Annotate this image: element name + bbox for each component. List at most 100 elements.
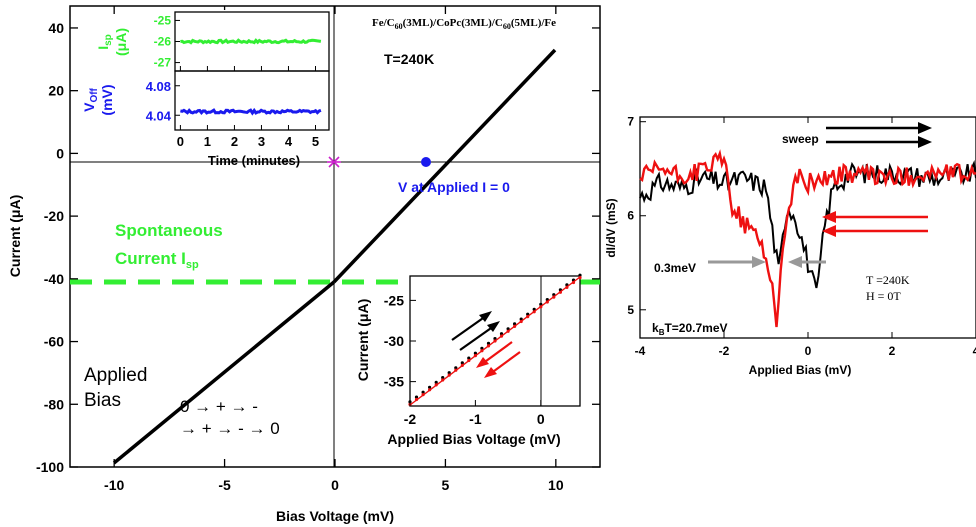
time-x-tick-label: 2 [231,134,238,149]
main-x-tick-label: 5 [442,477,450,493]
zoom-forward-point [467,356,471,360]
isp-y-tick-label: -26 [154,35,172,49]
didv-y-ticks: 5 6 7 [627,115,646,317]
didv-field-label: H = 0T [866,289,901,303]
didv-y-tick-label: 5 [627,303,634,317]
gap-arrows [708,256,826,268]
time-inset-top-y-ticks: -25 -26 -27 [154,13,180,70]
sweep-arrows-forward [826,122,932,148]
main-x-label: Bias Voltage (mV) [276,508,394,524]
didv-y-label: dI/dV (mS) [604,198,618,257]
zoom-y-label: Current (μA) [355,299,371,381]
isp-trace [180,38,322,45]
zoom-forward-point [480,346,484,350]
zoom-forward-point [447,371,451,375]
main-y-tick-label: -40 [44,271,64,287]
zoom-forward-point [499,332,504,336]
applied-label-1: Applied [84,365,147,386]
gap-label: 0.3meV [654,261,696,275]
main-x-ticks: -10 -5 0 5 10 [104,6,564,493]
didv-x-tick-label: 4 [973,344,976,358]
spontaneous-label-2-main: Current I [115,249,186,268]
didv-y-tick-label: 6 [627,209,634,223]
voff-y-label: VOff [81,87,100,111]
didv-y-tick-label: 7 [627,115,634,129]
temperature-label: T=240K [384,51,434,67]
zero-current-label: V at Applied I = 0 [398,179,510,195]
zoom-forward-point [441,376,445,380]
applied-bias-line-upper [332,48,557,284]
time-x-tick-label: 3 [258,134,265,149]
time-inset-x-ticks: 0 1 2 3 4 5 [177,66,319,149]
origin-marker [327,156,341,168]
isp-y-tick-label: -27 [154,56,172,70]
time-inset-bottom-frame [174,70,330,131]
main-x-tick-label: 0 [331,477,339,493]
spontaneous-label-2-sub: sp [186,259,199,271]
zoom-forward-point [506,327,510,331]
isp-y-tick-label: -25 [154,13,172,27]
didv-temp-label: T =240K [866,273,910,287]
isp-y-label: Isp [95,34,114,50]
sample-label: Fe/C60(3ML)/CoPc(3ML)/C60(5ML)/Fe [372,17,556,31]
didv-frame [639,116,976,339]
zoom-forward-point [486,341,491,345]
sweep-label: sweep [782,132,819,146]
zoom-sweep-arrows [451,311,521,378]
zoom-inset: -2 -1 0 -25 -30 -35 Applied Bias Voltage (mV… [355,273,582,447]
sequence-label-1: 0 → + → - [180,397,258,416]
main-x-tick-label: 10 [548,477,564,493]
main-x-tick-label: -10 [104,477,124,493]
voff-y-tick-label: 4.08 [146,79,171,94]
main-y-tick-label: 40 [48,20,64,36]
zoom-y-tick-label: -30 [384,333,404,349]
main-y-label: Current (μA) [7,195,23,277]
zoom-y-ticks: -25 -30 -35 [384,292,416,390]
time-x-tick-label: 0 [177,134,184,149]
didv-plot: -4 -2 0 2 4 5 6 7 sweep 0.3meV kBT=20.7meV T =… [604,115,976,377]
zoom-x-tick-label: 0 [537,411,545,427]
voff-trace [180,107,322,116]
main-y-tick-label: -100 [36,459,64,475]
voff-y-tick-label: 4.04 [146,108,172,123]
zoom-y-tick-label: -35 [384,374,404,390]
zoom-x-tick-label: -1 [469,411,482,427]
zoom-forward-point [428,385,432,389]
applied-bias-line-lower [112,280,336,465]
zoom-y-tick-label: -25 [384,292,404,308]
zero-current-marker [421,157,431,167]
zoom-forward-point [434,380,438,384]
time-inset-bottom-y-ticks: 4.08 4.04 [146,79,180,123]
zoom-forward-point [513,322,517,326]
didv-x-tick-label: 0 [805,344,812,358]
didv-x-label: Applied Bias (mV) [749,363,852,377]
voff-y-unit: (mV) [99,84,115,115]
time-x-tick-label: 5 [312,134,319,149]
time-x-tick-label: 1 [204,134,211,149]
zoom-forward-point [421,390,425,394]
didv-x-tick-label: -4 [635,344,646,358]
main-x-tick-label: -5 [218,477,231,493]
zoom-forward-point [454,366,458,370]
sequence-label-2: → + → - → 0 [180,419,280,438]
zoom-forward-point [460,361,464,365]
isp-y-unit: (μA) [113,28,129,56]
spontaneous-label-2: Current Isp [115,249,199,271]
didv-x-tick-label: 2 [889,344,896,358]
zoom-forward-point [473,351,477,355]
zoom-x-tick-label: -2 [404,411,417,427]
time-x-tick-label: 4 [285,134,293,149]
spontaneous-label-1: Spontaneous [115,221,223,240]
main-y-tick-label: -20 [44,208,64,224]
didv-reverse-trace [639,149,976,328]
zoom-x-ticks: -2 -1 0 [404,400,545,427]
zoom-fit-line [409,276,581,406]
sweep-arrows-reverse [822,211,928,237]
main-y-tick-label: -80 [44,396,64,412]
zoom-forward-point [578,273,582,277]
main-y-tick-label: 0 [56,145,64,161]
time-inset: 0 1 2 3 4 5 -25 -26 -27 4.08 4.04 Time (minutes)… [81,10,330,168]
applied-label-2: Bias [84,390,121,411]
